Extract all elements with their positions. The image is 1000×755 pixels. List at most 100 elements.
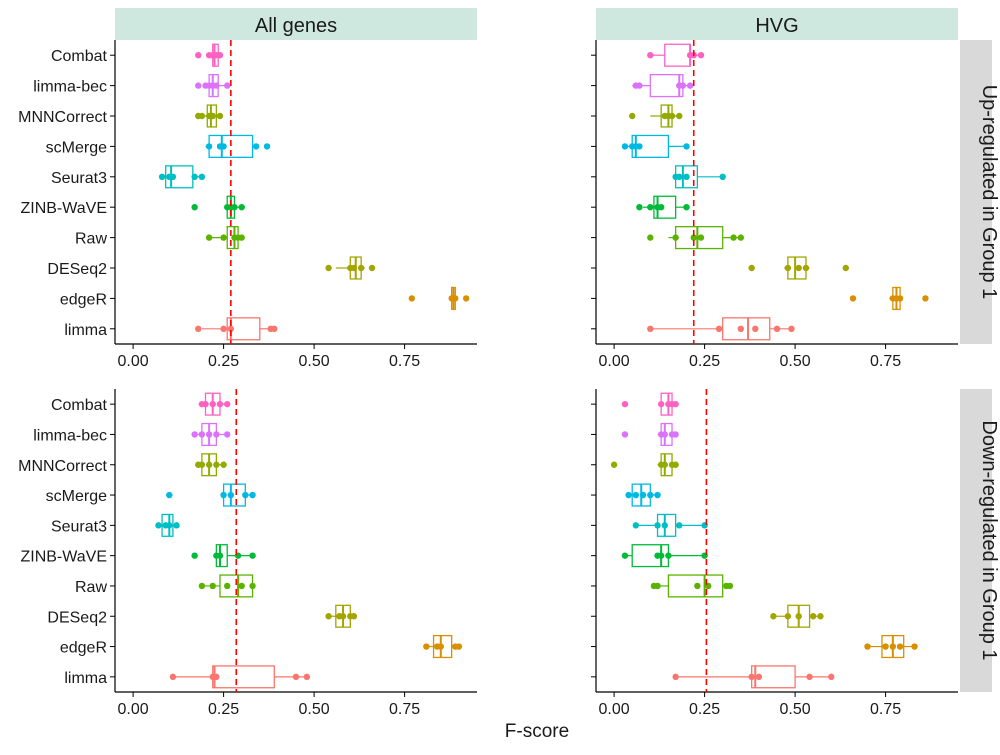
data-point [864,643,871,650]
data-point [191,204,198,211]
data-point [408,295,416,302]
data-point [166,491,173,499]
data-point [657,204,665,211]
data-point [654,522,661,529]
data-point [690,234,697,241]
data-point [672,673,679,681]
data-point [715,325,723,332]
data-point [657,552,665,559]
data-point [636,143,643,150]
data-point [455,643,463,650]
data-point [325,264,332,272]
data-point [252,143,260,150]
data-point [661,461,668,468]
box-limma-bec [632,74,694,98]
box-limma [672,665,835,689]
data-point [842,264,849,272]
data-point [249,552,256,559]
data-point [213,82,220,89]
data-point [271,325,278,332]
data-point [213,673,220,681]
data-point [672,431,679,438]
panels-layer: All genes HVG Up-regulated in Group 1 Down-… [18,8,1000,718]
data-point [325,613,332,620]
x-tick-label: 0.25 [689,701,720,718]
data-point [911,643,918,650]
data-point [726,582,734,590]
box-iqr [222,483,246,507]
data-point [452,295,459,302]
data-point [694,582,701,590]
data-point [828,673,835,681]
x-tick-label: 0.75 [389,353,420,370]
data-point [220,325,227,332]
data-point [676,112,683,120]
data-point [155,522,162,529]
y-tick-label: Combat [51,397,108,414]
data-point [621,143,629,150]
panel: 0.00 0.25 0.50 0.75 [591,389,958,718]
data-point [169,173,177,180]
x-tick-label: 0.25 [689,353,720,370]
data-point [191,173,198,180]
data-point [636,82,643,89]
data-point [636,204,643,211]
data-point [209,112,216,120]
x-tick-label: 0.00 [118,701,149,718]
data-point [166,522,173,529]
data-point [423,643,430,650]
data-point [224,82,231,89]
panel: 0.00 0.25 0.50 0.75 [591,40,958,370]
y-tick-label: scMerge [46,488,107,505]
y-tick-label: Raw [75,231,107,248]
data-point [668,112,676,120]
data-point [169,673,177,681]
row-strip-bg [960,389,992,692]
data-point [882,643,889,650]
data-point [224,582,231,590]
box-iqr [432,634,453,659]
box-combat [621,392,679,416]
data-point [795,264,802,272]
data-point [238,204,245,211]
data-point [220,234,227,241]
data-point [795,613,802,620]
box-edger [423,634,463,659]
box-mnncorrect [629,104,683,128]
data-point [216,52,224,59]
data-point [683,204,690,211]
x-tick-label: 0.50 [299,701,330,718]
y-tick-label: limma-bec [33,79,107,96]
data-point [647,325,654,332]
data-point [191,552,198,559]
data-point [755,673,763,681]
data-point [216,552,224,559]
data-point [817,613,824,620]
data-point [683,173,690,180]
data-point [205,143,213,150]
data-point [263,143,271,150]
x-tick-label: 0.50 [780,701,811,718]
data-point [205,234,213,241]
data-point [173,522,180,529]
row-strip-label: Up-regulated in Group 1 [978,85,1000,300]
x-tick-label: 0.25 [208,353,239,370]
y-tick-label: limma [64,322,107,339]
box-limma-bec [621,422,679,447]
box-limma [647,317,795,341]
x-tick-label: 0.75 [870,353,901,370]
panel: 0.00 0.25 0.50 0.75 Combat limma-bec MNNCorrec… [18,389,477,718]
data-point [697,52,705,59]
data-point [625,491,632,499]
data-point [220,461,227,468]
data-point [752,325,759,332]
x-tick-label: 0.25 [208,701,239,718]
data-point [238,582,245,590]
box-iqr [161,513,174,537]
box-deseq2 [325,256,376,280]
row-strip-bg [960,40,992,344]
box-limma-bec [191,422,231,447]
data-point [737,234,744,241]
box-mnncorrect [195,104,224,128]
box-seurat3 [158,165,206,189]
